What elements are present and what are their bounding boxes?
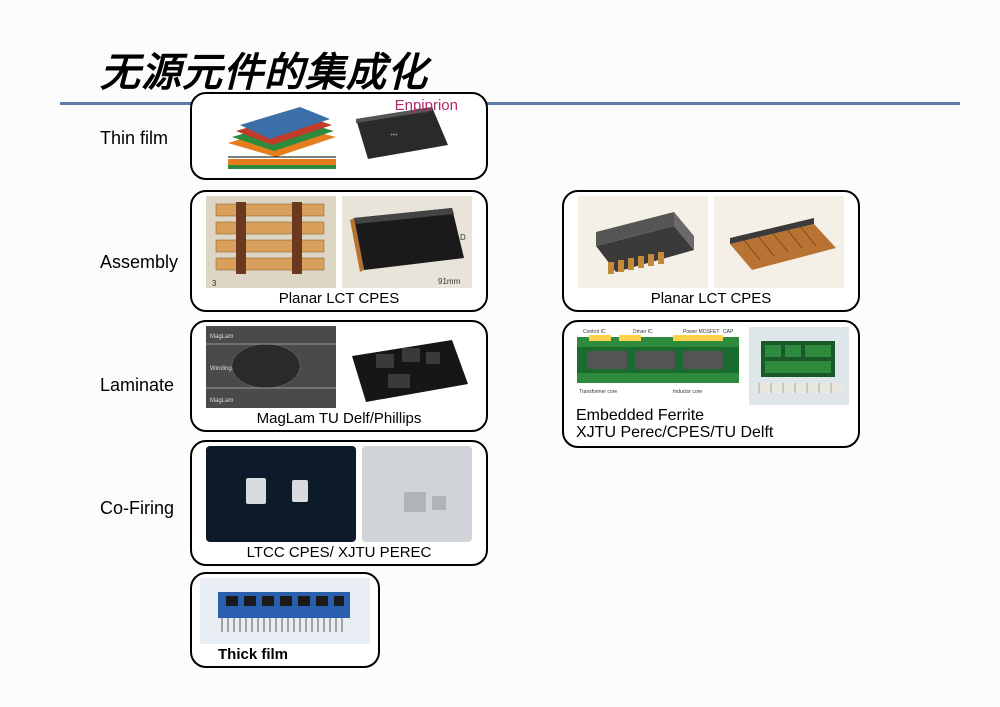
- maglam-board-icon: [342, 326, 472, 408]
- thin-film-layer-stack-icon: [222, 99, 342, 173]
- card-thin-film: ••• Enpiprion: [190, 92, 488, 180]
- caption-embedded-line2: XJTU Perec/CPES/TU Delft: [576, 424, 773, 441]
- svg-text:•••: •••: [390, 132, 398, 139]
- thick-film-board-icon: [200, 578, 370, 644]
- embedded-ferrite-diagram-icon: Transformer core Inductor core Control I…: [573, 327, 743, 405]
- card-thick-film: Thick film: [190, 572, 380, 668]
- caption-planar-lct-left: Planar LCT CPES: [279, 288, 400, 307]
- planar-lct-iso-icon: [578, 196, 708, 288]
- card-assembly-right: Planar LCT CPES: [562, 190, 860, 312]
- label-laminate: Laminate: [100, 375, 174, 396]
- ltcc-light-panel-icon: [362, 446, 472, 542]
- svg-text:91mm: 91mm: [438, 277, 461, 286]
- label-thin-film: Thin film: [100, 128, 168, 149]
- svg-text:MagLam: MagLam: [210, 398, 233, 404]
- caption-maglam: MagLam TU Delf/Phillips: [257, 408, 422, 427]
- svg-text:Inductor core: Inductor core: [673, 389, 702, 395]
- planar-lct-open-icon: [714, 196, 844, 288]
- label-cofiring: Co-Firing: [100, 498, 174, 519]
- svg-text:Driver IC: Driver IC: [633, 329, 653, 335]
- card-laminate-left: MagLam Winding MagLam MagLam TU Delf/Phi…: [190, 320, 488, 432]
- card-assembly-left: 3 91mm D Planar LCT CPES: [190, 190, 488, 312]
- slide-title: 无源元件的集成化: [100, 40, 428, 98]
- card-cofiring: LTCC CPES/ XJTU PEREC: [190, 440, 488, 566]
- label-assembly: Assembly: [100, 252, 178, 273]
- caption-embedded-line1: Embedded Ferrite: [576, 407, 704, 424]
- maglam-cross-section-icon: MagLam Winding MagLam: [206, 326, 336, 408]
- caption-planar-lct-right: Planar LCT CPES: [651, 288, 772, 307]
- caption-embedded-ferrite: Embedded Ferrite XJTU Perec/CPES/TU Delf…: [570, 407, 852, 442]
- planar-lct-windings-icon: 3: [206, 196, 336, 288]
- planar-lct-module-icon: 91mm D: [342, 196, 472, 288]
- caption-ltcc: LTCC CPES/ XJTU PEREC: [247, 542, 432, 561]
- svg-text:Control IC: Control IC: [583, 329, 606, 335]
- enpiprion-label: Enpiprion: [395, 97, 458, 114]
- svg-text:Winding: Winding: [210, 366, 232, 372]
- caption-thick-film: Thick film: [198, 644, 372, 663]
- card-embedded-ferrite: Transformer core Inductor core Control I…: [562, 320, 860, 448]
- svg-text:MagLam: MagLam: [210, 334, 233, 340]
- svg-text:Power MOSFET: Power MOSFET: [683, 329, 719, 335]
- embedded-ferrite-photo-icon: [749, 327, 849, 405]
- svg-text:3: 3: [212, 279, 217, 288]
- svg-text:D: D: [460, 233, 466, 242]
- svg-text:Transformer core: Transformer core: [579, 389, 617, 395]
- ltcc-dark-panel-icon: [206, 446, 356, 542]
- svg-text:CAP: CAP: [723, 329, 734, 335]
